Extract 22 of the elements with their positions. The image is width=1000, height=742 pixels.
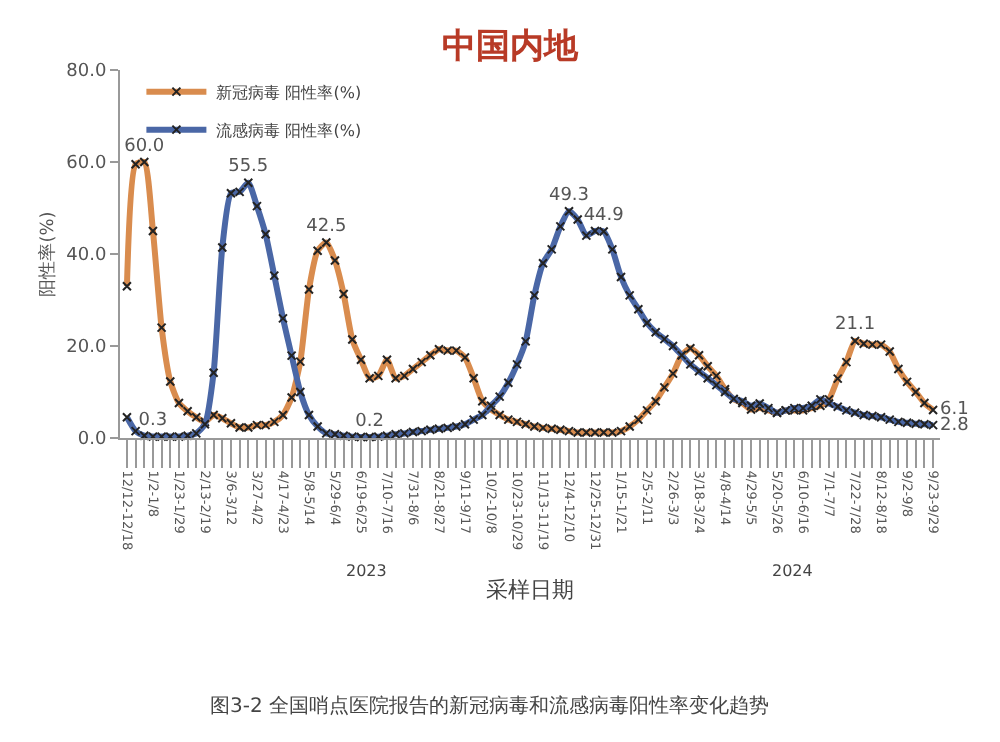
data-label: 49.3	[548, 185, 590, 206]
data-label: 0.3	[138, 411, 168, 432]
data-label: 21.1	[835, 315, 876, 336]
legend-label: 流感病毒 阳性率(%)	[216, 121, 362, 140]
caption: 图3-2 全国哨点医院报告的新冠病毒和流感病毒阳性率变化趋势	[210, 694, 770, 718]
data-label: 42.5	[306, 217, 347, 237]
data-label: 2.8	[940, 415, 970, 436]
y-axis-title: 阳性率(%)	[37, 211, 60, 297]
x-axis-title: 采样日期	[486, 576, 574, 603]
text: 2024	[772, 562, 813, 580]
legend-label: 新冠病毒 阳性率(%)	[216, 83, 362, 102]
text: 2023	[346, 562, 387, 580]
y-tick-label: 40.0	[66, 246, 107, 267]
y-tick-label: 20.0	[66, 338, 107, 359]
data-label: 60.0	[124, 136, 165, 157]
data-label: 55.5	[228, 157, 269, 178]
data-label: 0.2	[355, 411, 384, 432]
data-label: 44.9	[583, 205, 625, 226]
y-tick-label: 60.0	[66, 154, 107, 175]
y-tick-label: 80.0	[66, 62, 107, 83]
y-tick-label: 0.0	[77, 430, 107, 451]
chart-title: 中国内地	[442, 27, 580, 68]
